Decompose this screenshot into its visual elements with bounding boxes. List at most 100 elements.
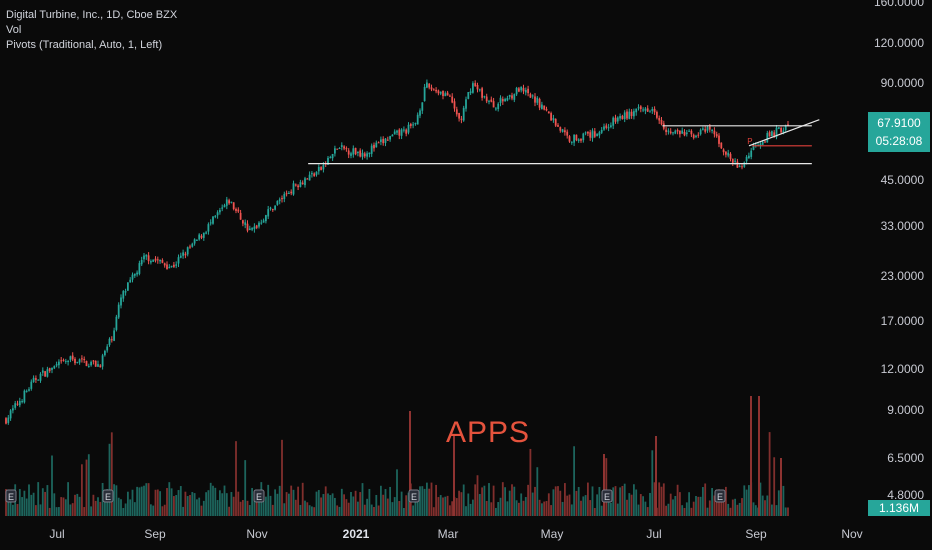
volume-bar — [150, 504, 152, 516]
volume-bar — [697, 496, 700, 516]
candle-body — [582, 133, 585, 141]
candle-body — [232, 202, 235, 210]
candle-body — [485, 96, 488, 102]
candle-body — [239, 212, 242, 220]
candle-body — [55, 364, 58, 366]
candle-body — [430, 87, 433, 90]
volume-bar — [421, 486, 424, 516]
candle-body — [290, 191, 293, 194]
volume-bar — [154, 489, 157, 516]
candle-body — [633, 111, 635, 117]
volume-bar — [738, 502, 741, 516]
candle-body — [329, 157, 332, 159]
earnings-marker-box — [253, 489, 265, 503]
candle-body — [685, 132, 688, 135]
price-volume-plot[interactable]: P E E E E E E — [0, 0, 860, 520]
earnings-marker-label: E — [717, 492, 723, 502]
volume-bar — [237, 491, 240, 516]
x-tick-label: Nov — [246, 527, 268, 541]
volume-bar — [522, 500, 525, 516]
volume-bar — [782, 485, 785, 516]
candle-body — [276, 200, 279, 205]
candle-body — [780, 128, 782, 133]
volume-spike — [780, 458, 782, 516]
candle-body — [179, 255, 182, 258]
candle-body — [106, 346, 109, 351]
candle-body — [419, 110, 421, 116]
volume-bar — [230, 492, 233, 516]
volume-bar — [596, 494, 598, 516]
candle-body — [32, 377, 35, 382]
volume-bar — [545, 501, 548, 516]
candle-body — [449, 95, 451, 97]
candle-body — [784, 125, 787, 131]
volume-bar — [166, 488, 168, 516]
volume-bar — [239, 501, 242, 516]
volume-bar — [566, 495, 569, 516]
candle-body — [177, 257, 180, 264]
volume-bar — [432, 507, 435, 516]
candle-body — [30, 381, 33, 389]
candle-body — [258, 222, 260, 227]
volume-bar — [672, 499, 674, 516]
price-axis[interactable]: 160.0000 120.0000 90.0000 45.0000 33.000… — [860, 0, 932, 520]
volume-bar — [248, 505, 251, 516]
candle-body — [354, 147, 357, 155]
volume-bar — [177, 490, 180, 516]
volume-bar — [741, 498, 743, 516]
candle-body — [173, 264, 175, 267]
candle-body — [205, 232, 207, 234]
volume-bar — [16, 504, 19, 516]
volume-bar — [639, 494, 642, 516]
candle-body — [518, 88, 520, 92]
candle-body — [18, 401, 21, 406]
candle-body — [363, 153, 366, 157]
candle-body — [124, 291, 127, 293]
volume-bar — [48, 507, 51, 516]
volume-bar — [591, 486, 594, 516]
candle-body — [320, 167, 322, 170]
candle-body — [610, 125, 612, 127]
candle-body — [665, 129, 667, 133]
volume-bar — [32, 492, 35, 516]
volume-bar — [138, 487, 141, 516]
candle-body — [508, 94, 511, 97]
volume-bar — [660, 486, 663, 516]
volume-bar — [175, 495, 178, 516]
candle-body — [660, 120, 663, 125]
volume-bar — [361, 483, 364, 516]
volume-bar — [582, 496, 585, 516]
volume-bar — [386, 498, 389, 516]
candle-body — [196, 239, 198, 241]
volume-bar — [662, 483, 665, 516]
candle-body — [725, 151, 727, 155]
candle-body — [83, 359, 86, 361]
candle-body — [513, 94, 516, 100]
volume-bar — [196, 499, 198, 516]
candle-body — [745, 156, 748, 162]
candle-body — [74, 358, 76, 364]
volume-bar — [334, 497, 336, 516]
candle-body — [589, 132, 592, 138]
volume-bar — [288, 493, 290, 516]
candle-body — [414, 123, 417, 125]
volume-bar — [743, 485, 746, 516]
candle-body — [400, 129, 403, 136]
x-tick-label: Mar — [437, 527, 459, 541]
candle-body — [782, 130, 785, 134]
candle-body — [120, 297, 122, 306]
candle-body — [458, 113, 460, 119]
candle-body — [759, 143, 762, 146]
volume-bar — [380, 485, 382, 516]
volume-bar — [267, 484, 270, 516]
symbol-line: Digital Turbine, Inc., 1D, Cboe BZX — [6, 9, 178, 21]
candle-body — [81, 358, 83, 360]
volume-bar — [320, 497, 322, 516]
candle-body — [488, 100, 490, 102]
candle-body — [127, 282, 129, 291]
volume-bar — [108, 443, 111, 516]
candle-body — [642, 109, 644, 111]
candle-body — [350, 153, 352, 156]
candle-body — [288, 192, 290, 194]
volume-bar — [205, 492, 207, 516]
